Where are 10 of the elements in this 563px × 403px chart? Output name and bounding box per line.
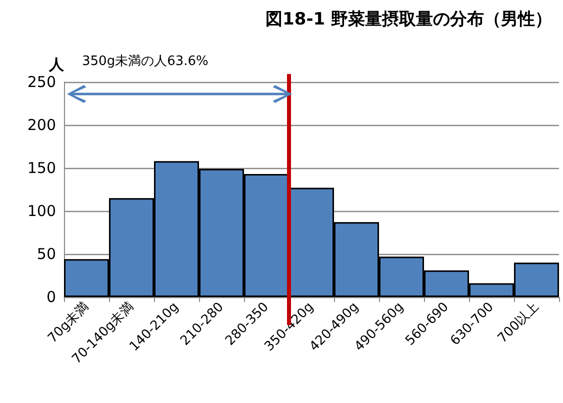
y-axis-title: 人 bbox=[48, 56, 65, 74]
y-tick-label: 50 bbox=[36, 245, 56, 263]
y-tick-label: 0 bbox=[46, 288, 56, 306]
chart-title: 図18-1 野菜量摂取量の分布（男性） bbox=[266, 10, 552, 30]
x-tick-label: 700以上 bbox=[495, 300, 542, 346]
y-tick-label: 250 bbox=[27, 73, 56, 91]
y-tick-label: 100 bbox=[27, 202, 56, 220]
text: 350g未満の人63.6% bbox=[82, 54, 208, 69]
y-tick-label: 150 bbox=[27, 159, 56, 177]
y-tick-label: 200 bbox=[27, 116, 56, 134]
